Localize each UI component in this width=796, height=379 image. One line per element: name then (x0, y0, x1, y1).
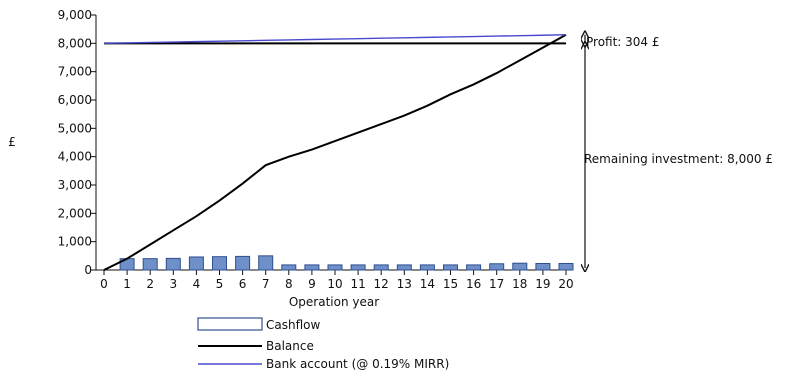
bank-account-line (103, 34, 567, 45)
x-tick-label: 19 (535, 277, 550, 291)
cashflow-bars (119, 255, 574, 271)
x-tick-label: 9 (308, 277, 316, 291)
chart-lines (103, 33, 567, 271)
x-tick-label: 15 (443, 277, 458, 291)
annotations: Profit: 304 £ Remaining investment: 8,000… (584, 35, 773, 268)
cashflow-bar (419, 264, 435, 271)
x-tick-label: 5 (216, 277, 224, 291)
cashflow-bar (212, 256, 227, 271)
y-tick-label: 0 (84, 263, 92, 277)
y-tick-label: 4,000 (58, 150, 92, 164)
y-tick-label: 8,000 (58, 36, 92, 50)
x-tick-label: 13 (397, 277, 412, 291)
x-tick-label: 14 (420, 277, 435, 291)
y-tick-label: 6,000 (58, 93, 92, 107)
cashflow-bar (188, 256, 204, 271)
y-tick-label: 3,000 (58, 178, 92, 192)
x-tick-label: 18 (512, 277, 527, 291)
cashflow-bar (258, 255, 274, 271)
x-tick-label: 10 (327, 277, 342, 291)
x-tick-label: 17 (489, 277, 504, 291)
remaining-investment-label: Remaining investment: 8,000 £ (584, 152, 773, 166)
cashflow-bar (165, 257, 181, 271)
x-tick-label: 8 (285, 277, 293, 291)
legend-bank-label: Bank account (@ 0.19% MIRR) (266, 357, 449, 371)
cashflow-bar (396, 264, 412, 271)
x-tick-label: 1 (123, 277, 131, 291)
x-axis-title: Operation year (289, 295, 379, 309)
legend-cashflow-swatch (197, 317, 263, 331)
x-tick-label: 12 (374, 277, 389, 291)
cashflow-bar (558, 262, 574, 271)
cashflow-bar (466, 264, 482, 271)
y-axis-title: £ (8, 135, 16, 149)
profit-label: Profit: 304 £ (586, 35, 660, 49)
axes: 0 1,000 2,000 3,000 4,000 5,000 6,000 7,000 8,00… (8, 8, 573, 309)
legend-cashflow-label: Cashflow (266, 318, 320, 332)
y-tick-label: 9,000 (58, 8, 92, 22)
x-tick-label: 20 (558, 277, 573, 291)
y-tick-label: 1,000 (58, 235, 92, 249)
y-tick-label: 7,000 (58, 65, 92, 79)
cashflow-bar (350, 264, 366, 271)
cashflow-bar (327, 264, 343, 271)
legend-balance-label: Balance (266, 339, 314, 353)
x-tick-label: 7 (262, 277, 270, 291)
x-tick-label: 11 (350, 277, 365, 291)
y-tick-label: 5,000 (58, 121, 92, 135)
cashflow-bar (142, 258, 158, 271)
x-tick-label: 16 (466, 277, 481, 291)
balance-line (103, 33, 567, 271)
x-tick-label: 0 (100, 277, 108, 291)
cashflow-bar (489, 263, 505, 271)
cashflow-bar (373, 264, 389, 271)
cashflow-bar (512, 262, 528, 271)
cashflow-bar (281, 264, 297, 271)
cashflow-bar (443, 264, 458, 271)
x-tick-label: 2 (146, 277, 154, 291)
x-tick-label: 6 (239, 277, 247, 291)
legend: Cashflow Balance Bank account (@ 0.19% MIR… (197, 317, 449, 371)
y-tick-label: 2,000 (58, 206, 92, 220)
cashflow-bar (535, 262, 551, 271)
cashflow-bar (235, 255, 251, 271)
x-tick-label: 3 (169, 277, 177, 291)
x-tick-label: 4 (193, 277, 201, 291)
cashflow-bar (304, 264, 320, 271)
